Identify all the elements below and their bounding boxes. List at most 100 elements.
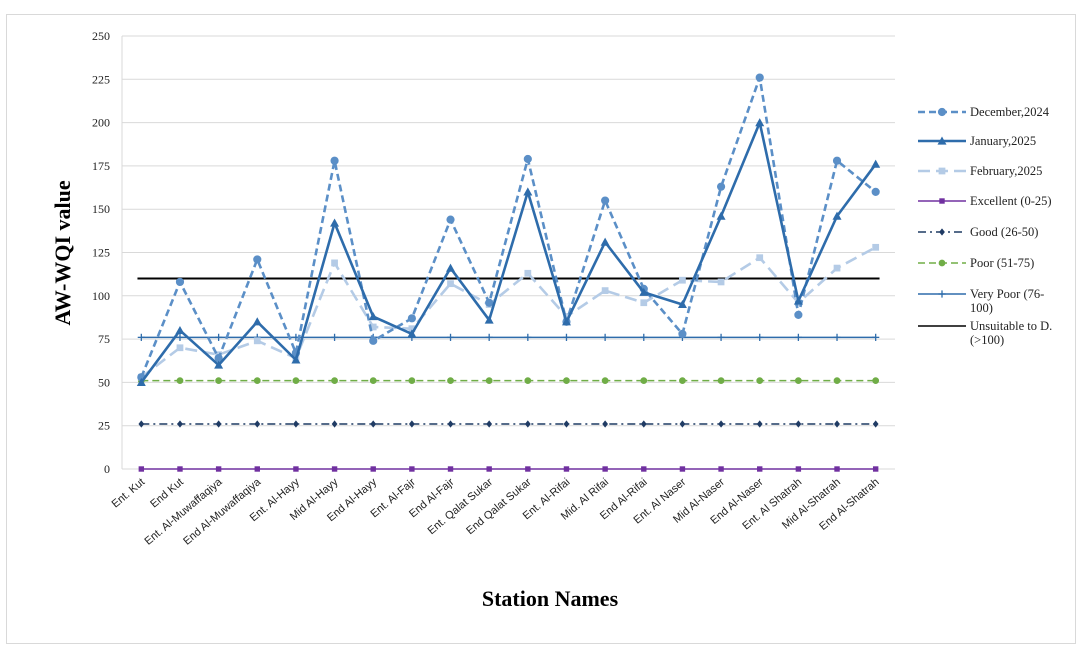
data-point [176, 344, 184, 352]
data-point [833, 333, 841, 341]
data-point [175, 277, 185, 287]
data-point [446, 215, 455, 224]
data-point [833, 377, 841, 385]
data-point [485, 298, 494, 307]
series-6 [137, 333, 880, 341]
data-point [717, 278, 725, 286]
data-point [253, 255, 262, 264]
data-point [794, 377, 802, 385]
x-axis-title: Station Names [482, 586, 619, 611]
data-point [447, 280, 454, 288]
legend-label: February,2025 [970, 164, 1042, 178]
y-tick-label: 50 [98, 375, 110, 389]
y-axis-title: AW-WQI value [50, 180, 75, 325]
data-point [757, 466, 763, 472]
y-tick-label: 0 [104, 462, 110, 476]
series-line [140, 246, 877, 379]
data-point [718, 466, 724, 472]
data-point [369, 323, 377, 331]
legend-item: Poor (51-75) [918, 256, 1034, 270]
data-point [872, 466, 879, 472]
data-point [446, 263, 456, 272]
legend-item: Very Poor (76-100) [918, 287, 1044, 315]
data-point [291, 355, 301, 364]
legend-swatch-marker [938, 259, 946, 267]
data-point [409, 466, 415, 472]
data-point [600, 237, 610, 246]
data-point [369, 336, 378, 345]
data-point [214, 360, 224, 369]
data-point [486, 420, 493, 428]
data-point [293, 420, 299, 428]
legend-swatch-marker [937, 136, 947, 145]
data-point [640, 299, 648, 307]
data-point [177, 420, 183, 428]
data-point [136, 377, 146, 386]
data-point [834, 420, 840, 428]
y-axis-ticks: 0 25 50 75 100 125 150 175 200 225 250 [92, 29, 110, 476]
data-point [524, 377, 532, 385]
data-point [832, 156, 842, 165]
data-point [716, 211, 726, 220]
legend-item: Unsuitable to D. (>100) [918, 319, 1052, 347]
data-point [215, 377, 223, 385]
data-point [176, 333, 184, 341]
data-point [679, 276, 686, 284]
data-point [640, 377, 648, 385]
legend-swatch-marker [938, 167, 946, 175]
data-point [795, 466, 802, 472]
data-point [330, 218, 340, 227]
data-point [640, 420, 647, 428]
legend-swatch-marker [938, 290, 946, 298]
y-tick-label: 225 [92, 72, 110, 86]
series-5 [137, 377, 880, 385]
data-point [718, 420, 724, 428]
data-point [177, 466, 183, 472]
data-point [330, 333, 339, 341]
data-point [794, 310, 803, 319]
data-point [756, 333, 764, 341]
data-point [717, 333, 725, 341]
legend-label: December,2024 [970, 105, 1050, 119]
data-point [601, 196, 610, 205]
plot-area [136, 73, 881, 472]
data-point [175, 325, 185, 335]
y-tick-label: 100 [92, 289, 110, 303]
legend-label: January,2025 [970, 134, 1036, 148]
data-point [756, 420, 763, 428]
data-point [677, 299, 687, 309]
data-point [756, 254, 764, 262]
data-point [486, 466, 492, 472]
data-point [253, 377, 261, 385]
series-0 [137, 73, 880, 382]
data-point [678, 329, 687, 339]
y-tick-label: 200 [92, 116, 110, 130]
data-point [601, 377, 609, 385]
data-point [176, 377, 184, 385]
data-point [872, 333, 880, 341]
data-point [563, 313, 570, 320]
data-point [407, 314, 416, 323]
legend-label: Poor (51-75) [970, 256, 1034, 270]
data-point [331, 259, 338, 267]
series-1 [136, 118, 881, 386]
y-tick-label: 125 [92, 246, 110, 260]
data-point [832, 211, 842, 220]
data-point [523, 154, 532, 164]
data-point [408, 377, 416, 385]
data-point [872, 243, 880, 251]
data-point [252, 317, 262, 326]
data-point [292, 377, 300, 385]
data-point [447, 466, 454, 472]
data-point [331, 420, 338, 428]
legend-swatch-marker [939, 198, 945, 204]
y-tick-label: 250 [92, 29, 110, 43]
data-point [834, 466, 840, 472]
x-tick-label: End Kut [148, 476, 186, 510]
data-point [872, 377, 880, 385]
data-point [525, 466, 531, 472]
data-point [138, 466, 145, 472]
x-tick-label: Ent. Kut [110, 476, 148, 510]
data-point [717, 377, 725, 385]
